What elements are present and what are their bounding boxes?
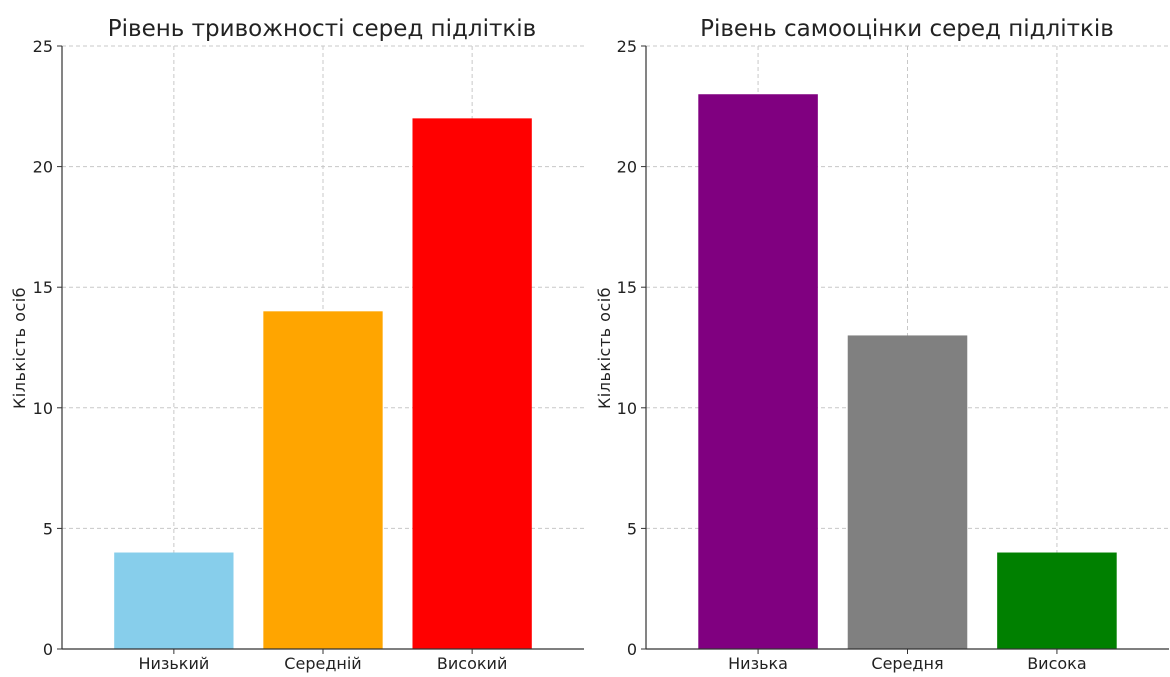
anxiety-chart-panel: Рівень тривожності серед підлітків Кільк…	[10, 16, 584, 673]
anxiety-x-tick-label: Високий	[437, 654, 507, 673]
self-esteem-y-tick-label: 10	[617, 399, 637, 418]
anxiety-y-tick-label: 0	[43, 640, 53, 659]
anxiety-y-tick-label: 10	[33, 399, 53, 418]
anxiety-y-tick-label: 15	[33, 278, 53, 297]
anxiety-y-tick-label: 20	[33, 158, 53, 177]
self-esteem-x-tick-label: Середня	[871, 654, 943, 673]
self-esteem-bar-1	[698, 94, 818, 650]
self-esteem-y-tick-label: 5	[627, 519, 637, 538]
self-esteem-bar-3	[997, 552, 1117, 649]
anxiety-y-tick-label: 5	[43, 519, 53, 538]
self-esteem-x-tick-label: Висока	[1027, 654, 1086, 673]
self-esteem-y-tick-label: 15	[617, 278, 637, 297]
self-esteem-y-tick-label: 25	[617, 37, 637, 56]
anxiety-y-axis-label: Кількість осіб	[10, 287, 29, 409]
self-esteem-x-tick-label: Низька	[728, 654, 788, 673]
self-esteem-bar-2	[847, 335, 968, 649]
self-esteem-y-axis-label: Кількість осіб	[595, 287, 614, 409]
anxiety-bar-2	[263, 311, 383, 649]
self-esteem-y-tick-label: 20	[617, 158, 637, 177]
anxiety-x-tick-label: Низький	[138, 654, 209, 673]
anxiety-bar-1	[114, 552, 234, 649]
anxiety-bar-3	[412, 118, 532, 650]
anxiety-y-tick-label: 25	[33, 37, 53, 56]
self-esteem-y-tick-label: 0	[627, 640, 637, 659]
anxiety-chart-title: Рівень тривожності серед підлітків	[108, 16, 536, 42]
self-esteem-chart-panel: Рівень самооцінки серед підлітків Кількі…	[595, 16, 1169, 673]
self-esteem-chart-title: Рівень самооцінки серед підлітків	[700, 16, 1114, 42]
anxiety-x-tick-label: Середній	[284, 654, 361, 673]
